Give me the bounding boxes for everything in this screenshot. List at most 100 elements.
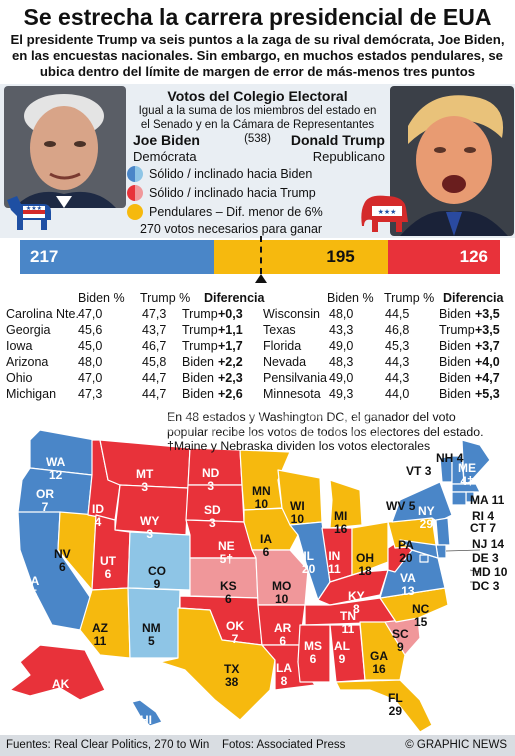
state-label-sd: SD 3	[204, 504, 221, 530]
state-votes: 20	[302, 562, 316, 576]
poll-diff: +2,2	[218, 355, 243, 369]
state-abbr: DE	[472, 551, 489, 565]
state-abbr: OR	[36, 487, 54, 501]
state-votes: 5	[147, 634, 155, 648]
state-votes: 10	[274, 592, 289, 606]
state-votes: 9	[396, 640, 404, 654]
poll-state: Iowa	[6, 339, 33, 353]
state-label-wy: WY 3	[140, 515, 159, 541]
state-votes: 6	[279, 634, 287, 648]
state-votes: 20	[399, 551, 413, 565]
state-shape-ct	[451, 491, 467, 506]
poll-row: Minnesota 49,3 44,0 Biden +5,3	[263, 386, 513, 402]
poll-trump: 45,3	[385, 339, 410, 353]
poll-biden: 43,3	[329, 323, 354, 337]
poll-trump: 44,7	[142, 387, 167, 401]
poll-leader: Trump	[439, 323, 475, 337]
state-label-nc: NC 15	[412, 603, 429, 629]
state-shape-nj	[435, 517, 451, 546]
poll-trump: 44,0	[385, 387, 410, 401]
state-label-nv: NV 6	[54, 548, 71, 574]
poll-biden: 49,0	[329, 339, 354, 353]
biden-photo	[4, 86, 126, 208]
legend-trump: Sólido / inclinado hacia Trump	[127, 184, 316, 202]
footer-sources: Fuentes: Real Clear Politics, 270 to Win	[6, 739, 210, 751]
state-abbr: TN	[340, 609, 356, 623]
biden-candidate: Joe Biden Demócrata	[133, 132, 200, 165]
state-votes: 18	[358, 564, 372, 578]
electoral-college-title: Votos del Colegio Electoral	[167, 88, 348, 104]
state-shape-tx	[159, 607, 276, 721]
footer-credit: © GRAPHIC NEWS	[405, 739, 507, 751]
state-label-pa: PA 20	[398, 539, 414, 565]
votes-needed-marker	[259, 236, 262, 274]
state-label-ut: UT 6	[100, 555, 116, 581]
electoral-college-description: Igual a la suma de los miembros del esta…	[138, 105, 377, 145]
poll-trump: 44,3	[385, 355, 410, 369]
state-label-ar: AR 6	[274, 622, 291, 648]
poll-trump: 47,3	[142, 307, 167, 321]
state-abbr: VA	[400, 571, 416, 585]
state-votes: 16	[372, 662, 386, 676]
bar-swing: 195	[213, 240, 388, 274]
state-abbr: GA	[370, 649, 388, 663]
state-votes: 8	[352, 602, 360, 616]
elephant-icon: ★★★	[360, 192, 412, 234]
state-label-wv: WV 5	[386, 500, 415, 513]
trump-name: Donald Trump	[290, 132, 385, 148]
state-shape-oh	[351, 521, 389, 576]
poll-row: Pensilvania 49,0 44,3 Biden +4,7	[263, 370, 513, 386]
state-votes: 5	[408, 499, 416, 513]
state-votes: 9	[153, 577, 161, 591]
state-label-az: AZ 11	[92, 622, 108, 648]
poll-state: Ohio	[6, 371, 33, 385]
bar-trump-value: 126	[459, 247, 488, 266]
state-votes: 9	[338, 652, 346, 666]
poll-biden: 47,0	[78, 307, 103, 321]
poll-diff: +2,3	[218, 371, 243, 385]
poll-state: Minnesota	[263, 387, 321, 401]
poll-leader: Trump	[182, 307, 218, 321]
biden-name: Joe Biden	[133, 132, 200, 148]
state-votes: 4	[456, 451, 464, 465]
state-label-mt: MT 3	[136, 468, 153, 494]
poll-right-header-diff: Diferencia	[443, 291, 504, 305]
subtitle: El presidente Trump va seis puntos a la …	[10, 32, 505, 79]
state-votes: 7	[231, 632, 239, 646]
poll-diff: +4,0	[475, 355, 500, 369]
poll-state: Arizona	[6, 355, 49, 369]
state-label-or: OR 7	[36, 488, 54, 514]
state-abbr: DC	[472, 579, 490, 593]
state-label-va: VA 13	[400, 572, 416, 598]
map-note: En 48 estados y Washington DC, el ganado…	[167, 410, 484, 453]
watermark: GRAPHIC NEWS	[105, 408, 386, 446]
trump-party: Republicano	[312, 149, 385, 164]
poll-row: Iowa 45,0 46,7 Trump +1,7	[6, 338, 266, 354]
poll-trump: 43,7	[142, 323, 167, 337]
trump-candidate: Donald Trump Republicano	[282, 132, 385, 165]
state-abbr: MO	[272, 579, 292, 593]
footer-photos: Fotos: Associated Press	[222, 739, 346, 751]
poll-diff: +4,7	[475, 371, 500, 385]
state-abbr: OH	[356, 551, 374, 565]
state-abbr: WI	[290, 499, 305, 513]
state-label-hi: HI 4	[140, 714, 152, 740]
poll-row: Texas 43,3 46,8 Trump +3,5	[263, 322, 513, 338]
poll-leader: Biden	[439, 371, 471, 385]
poll-leader: Biden	[439, 307, 471, 321]
state-label-vt: VT 3	[406, 465, 431, 478]
state-abbr: AL	[334, 639, 350, 653]
legend-swing: Pendulares – Dif. menor de 6%	[127, 203, 323, 221]
state-abbr: IN	[328, 549, 341, 563]
poll-row: Ohio 47,0 44,7 Biden +2,3	[6, 370, 266, 386]
state-label-md: MD 10	[472, 566, 507, 579]
state-votes: 6	[309, 652, 317, 666]
state-votes: 3	[141, 480, 148, 494]
state-shape-me	[461, 439, 491, 485]
state-votes: 3	[207, 479, 215, 493]
state-votes: 3	[492, 551, 499, 565]
state-abbr: KY	[348, 589, 365, 603]
poll-biden: 49,3	[329, 387, 354, 401]
state-shape-az	[79, 587, 131, 659]
poll-right-header: Biden % Trump % Diferencia	[263, 290, 513, 306]
